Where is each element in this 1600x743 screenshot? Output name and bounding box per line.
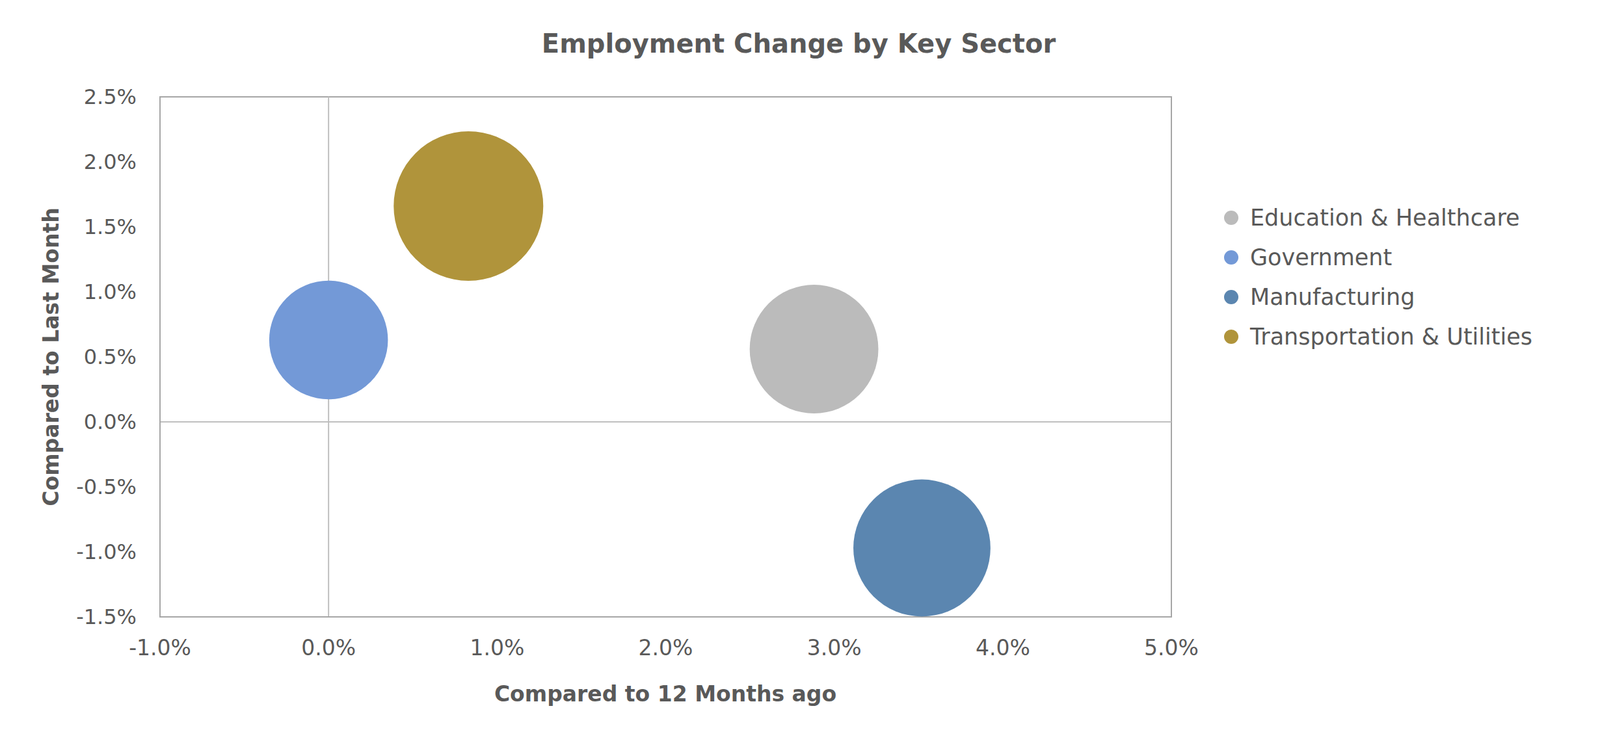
html-text:Compared to 12 Months ago: Compared to 12 Months ago — [494, 681, 837, 707]
svg-text:-1.5%: -1.5% — [76, 604, 137, 630]
svg-text:-1.0%: -1.0% — [76, 539, 137, 565]
svg-text:1.0%: 1.0% — [469, 635, 525, 661]
svg-text:4.0%: 4.0% — [975, 635, 1031, 661]
svg-text:0.0%: 0.0% — [301, 635, 356, 661]
svg-text:-0.5%: -0.5% — [76, 474, 137, 500]
svg-text:1.0%: 1.0% — [83, 279, 137, 305]
html-text:Government: Government — [1250, 244, 1393, 271]
html-text:Education & Healthcare: Education & Healthcare — [1250, 204, 1520, 231]
html-text:Manufacturing: Manufacturing — [1250, 283, 1415, 310]
svg-text:0.5%: 0.5% — [83, 344, 137, 370]
svg-text:2.0%: 2.0% — [638, 635, 694, 661]
svg-text:2.5%: 2.5% — [83, 84, 137, 110]
html-text:Employment Change by Key Secto: Employment Change by Key Sector — [541, 28, 1056, 59]
svg-text:2.0%: 2.0% — [83, 149, 137, 175]
html-text:Compared to Last Month: Compared to Last Month — [38, 207, 64, 507]
svg-text:-1.0%: -1.0% — [128, 635, 192, 661]
svg-text:3.0%: 3.0% — [807, 635, 862, 661]
html-text:Transportation & Utilities: Transportation & Utilities — [1250, 323, 1533, 350]
svg-text:5.0%: 5.0% — [1144, 635, 1199, 661]
svg-text:0.0%: 0.0% — [83, 409, 137, 435]
svg-text:1.5%: 1.5% — [83, 214, 137, 240]
